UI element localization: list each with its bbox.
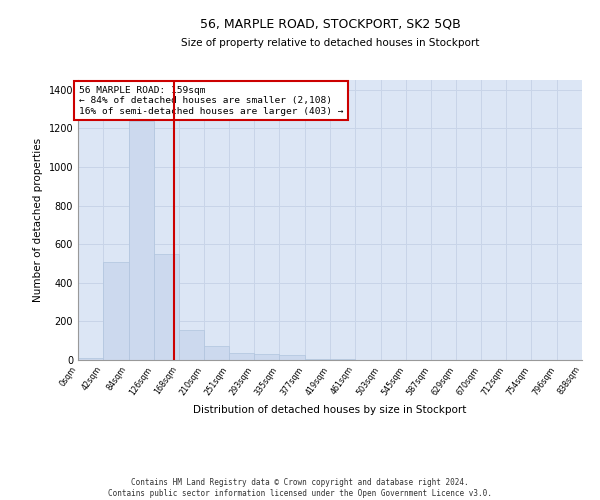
Bar [103, 262, 128, 360]
Bar [330, 359, 355, 360]
Bar [305, 359, 330, 360]
Text: 56 MARPLE ROAD: 159sqm
← 84% of detached houses are smaller (2,108)
16% of semi-: 56 MARPLE ROAD: 159sqm ← 84% of detached… [79, 86, 344, 116]
Text: Contains HM Land Registry data © Crown copyright and database right 2024.
Contai: Contains HM Land Registry data © Crown c… [108, 478, 492, 498]
Text: 56, MARPLE ROAD, STOCKPORT, SK2 5QB: 56, MARPLE ROAD, STOCKPORT, SK2 5QB [200, 18, 460, 30]
Bar [154, 254, 179, 360]
X-axis label: Distribution of detached houses by size in Stockport: Distribution of detached houses by size … [193, 405, 467, 415]
Bar [205, 346, 229, 360]
Bar [78, 358, 103, 360]
Bar [254, 354, 280, 360]
Bar [280, 355, 305, 360]
Bar [128, 120, 154, 360]
Y-axis label: Number of detached properties: Number of detached properties [33, 138, 43, 302]
Bar [179, 330, 205, 360]
Bar [229, 353, 254, 360]
Text: Size of property relative to detached houses in Stockport: Size of property relative to detached ho… [181, 38, 479, 48]
